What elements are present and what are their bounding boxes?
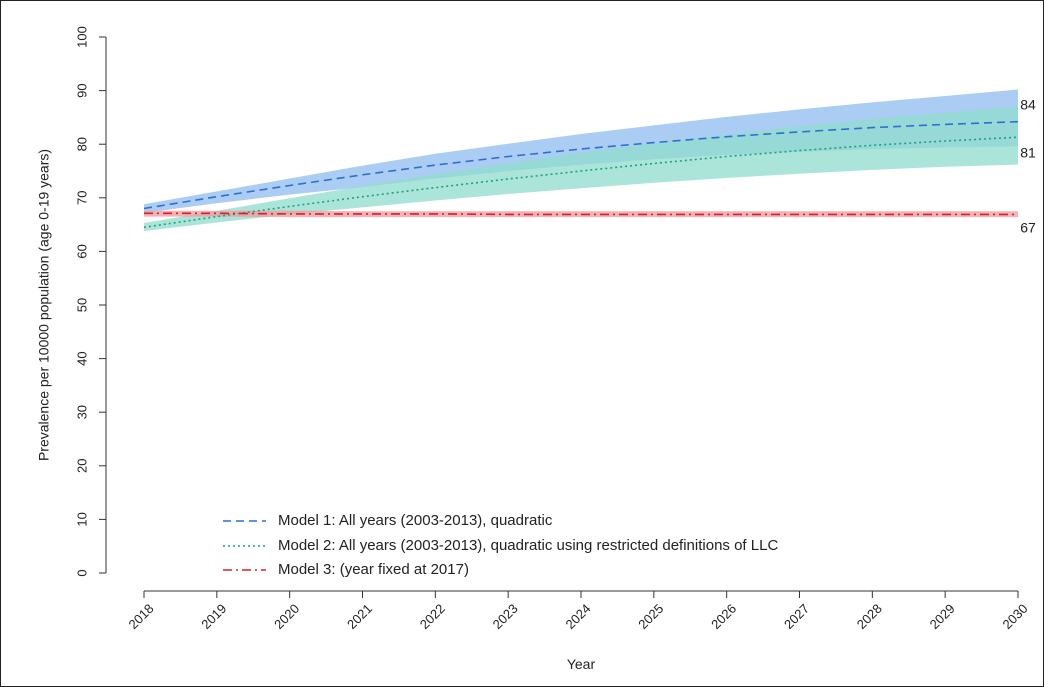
x-axis-label: Year [567,656,596,672]
axes [99,36,1019,598]
x-tick-label: 2028 [854,601,885,632]
y-tick-label: 100 [74,26,89,48]
x-tick-label: 2026 [708,601,739,632]
end-value-labels: 84 81 67 [1020,97,1036,236]
line-series-2 [143,136,1019,229]
x-tick-label: 2030 [999,601,1030,632]
line-series-3 [144,212,1018,216]
x-tick-label: 2018 [125,601,156,632]
x-tick-label: 2022 [417,601,448,632]
end-label-series-3: 67 [1020,220,1036,236]
x-tick-label: 2027 [781,601,812,632]
y-tick-label: 0 [74,569,89,576]
y-tick-label: 70 [74,191,89,205]
legend-entry-1: Model 1: All years (2003-2013), quadrati… [278,512,553,529]
x-tick-label: 2019 [198,601,229,632]
legend: Model 1: All years (2003-2013), quadrati… [223,512,778,578]
x-tick-label: 2023 [490,601,521,632]
y-tick-label: 90 [74,83,89,97]
band-series-1 [144,89,1018,213]
x-tick-label: 2025 [635,601,666,632]
y-tick-label: 30 [74,405,89,419]
end-label-series-1: 84 [1020,97,1036,113]
y-tick-label: 60 [74,244,89,258]
x-tick-label: 2020 [271,601,302,632]
y-axis-label: Prevalence per 10000 population (age 0-1… [36,149,52,461]
y-tick-label: 80 [74,137,89,151]
legend-entry-2: Model 2: All years (2003-2013), quadrati… [278,537,778,554]
y-tick-label: 10 [74,512,89,526]
x-tick-label: 2021 [344,601,375,632]
y-tick-label: 20 [74,459,89,473]
confidence-bands [144,89,1018,231]
band-series-2 [144,106,1018,231]
x-tick-label: 2024 [562,601,593,632]
legend-entry-3: Model 3: (year fixed at 2017) [278,561,469,578]
y-tick-label: 40 [74,351,89,365]
end-label-series-2: 81 [1020,145,1036,161]
x-tick-label: 2029 [927,601,958,632]
y-tick-label: 50 [74,298,89,312]
series-lines [143,120,1019,229]
line-series-1 [143,120,1019,210]
